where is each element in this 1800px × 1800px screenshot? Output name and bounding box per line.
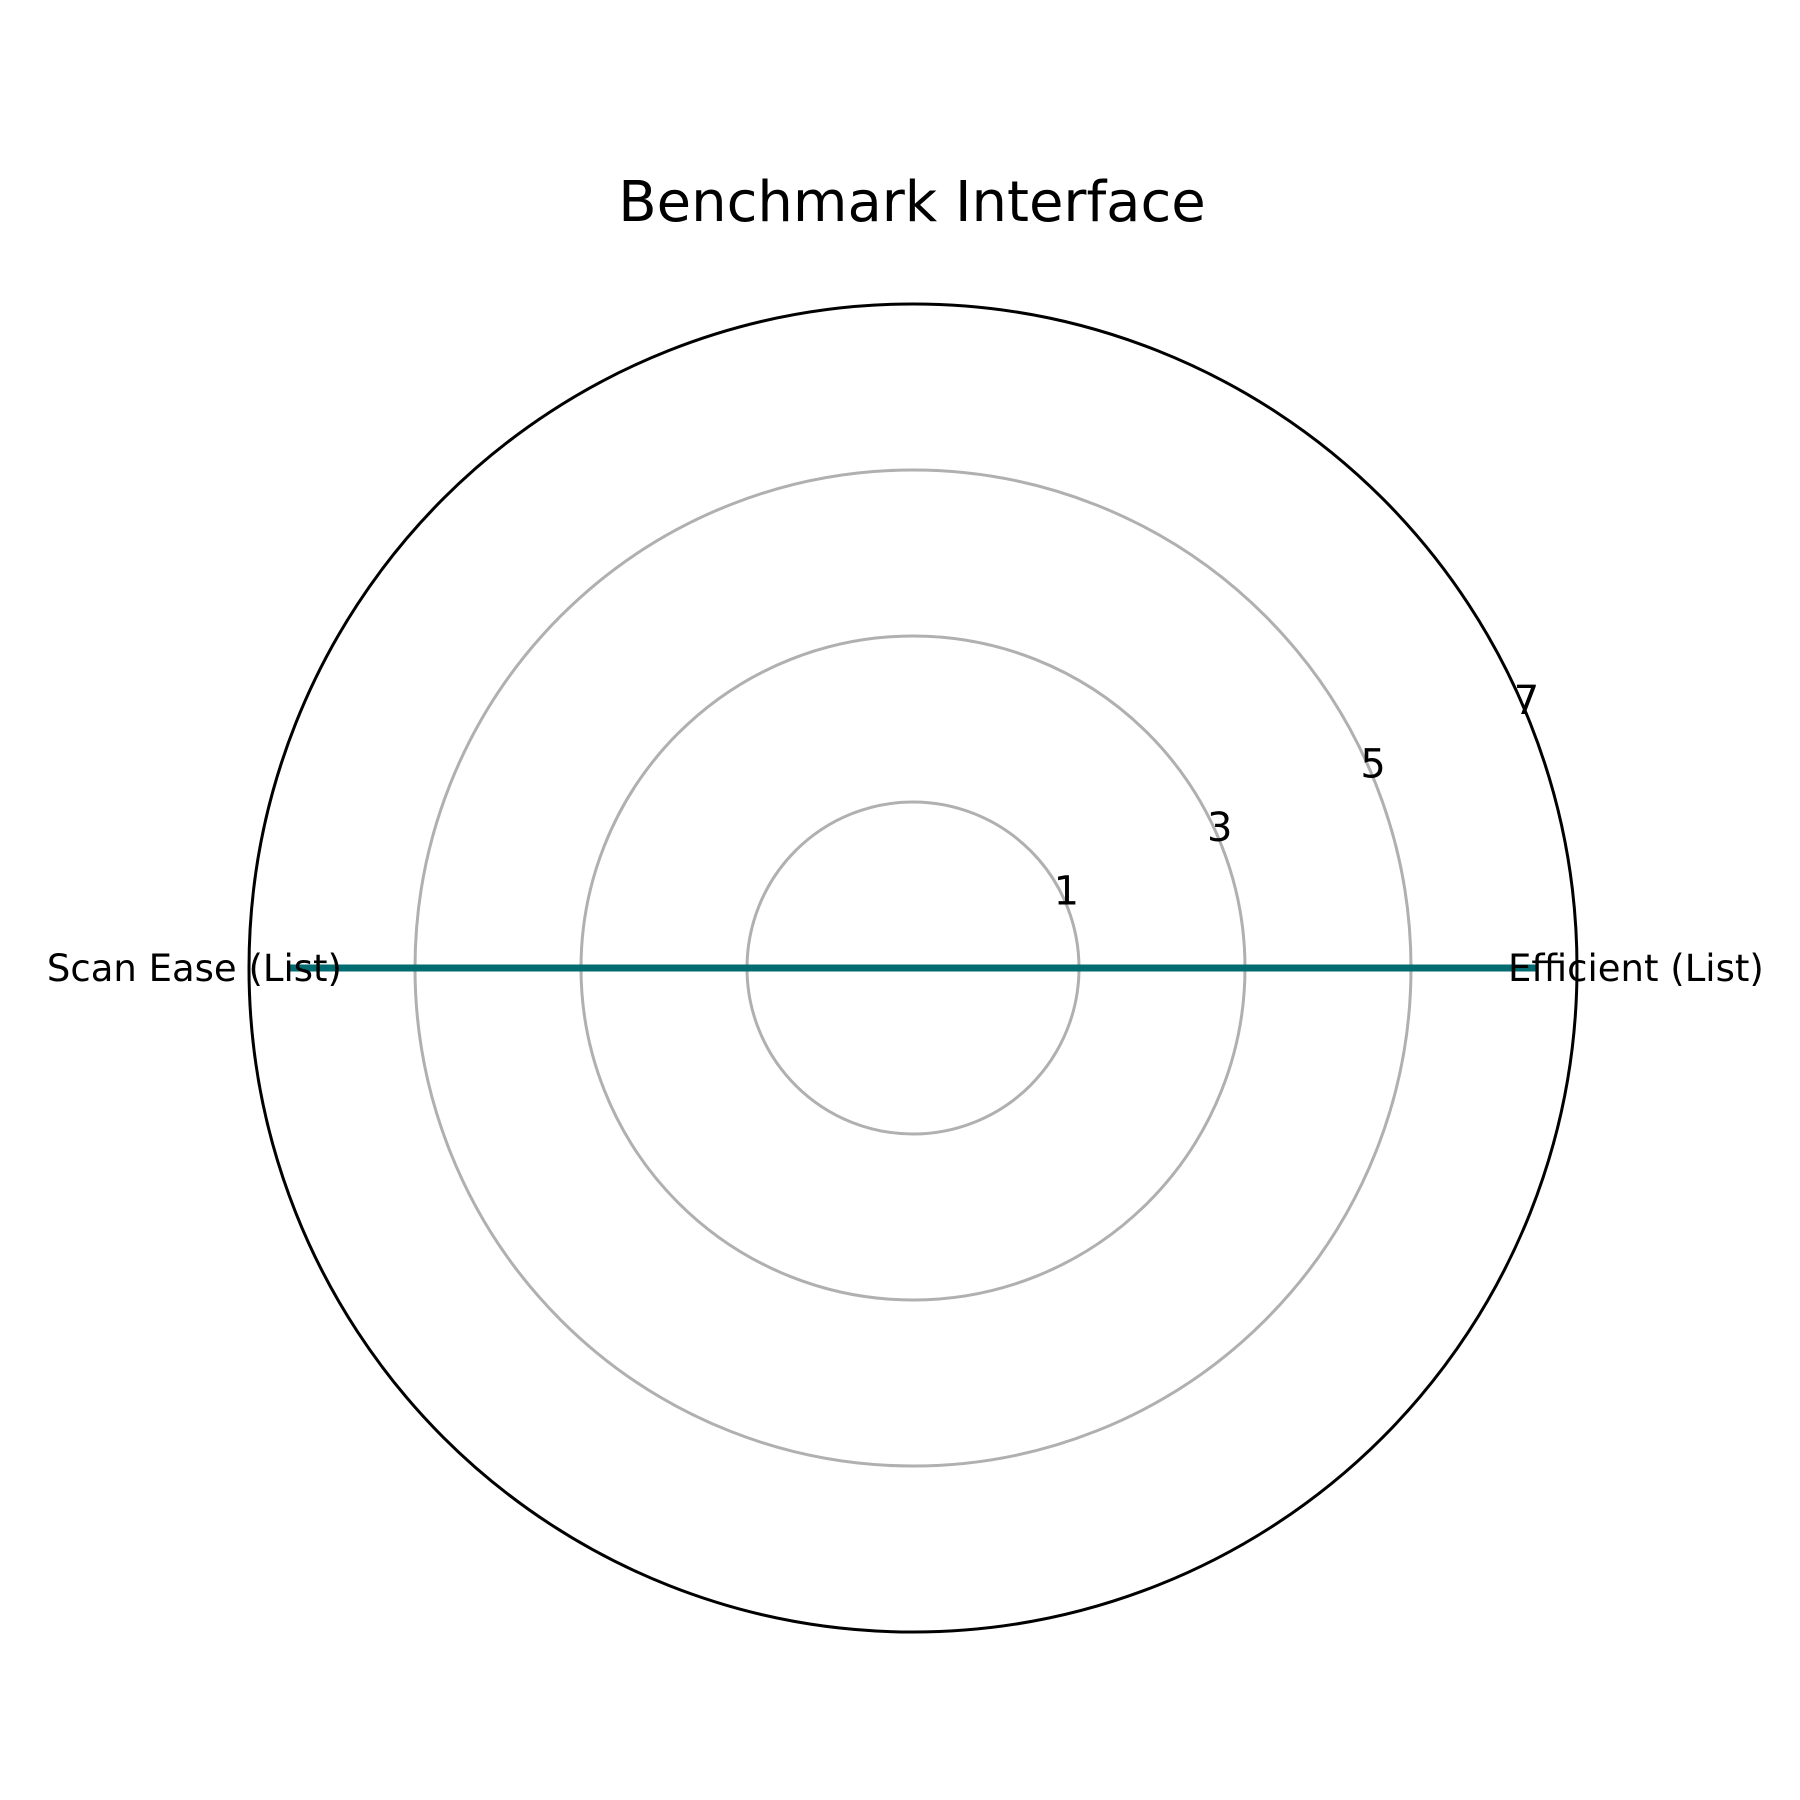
r-tick-label: 5 — [1360, 741, 1385, 787]
outer-frame-ring — [247, 302, 1579, 1634]
category-label: Scan Ease (List) — [47, 947, 342, 990]
r-tick-label: 1 — [1054, 868, 1079, 914]
category-label: Efficient (List) — [1508, 947, 1764, 990]
r-tick-label: 7 — [1514, 678, 1539, 724]
label-layer: 1 3 5 7 Efficient (List) Scan Ease (List) — [47, 678, 1764, 990]
r-tick-label: 3 — [1207, 805, 1232, 851]
chart-title: Benchmark Interface — [618, 170, 1205, 235]
